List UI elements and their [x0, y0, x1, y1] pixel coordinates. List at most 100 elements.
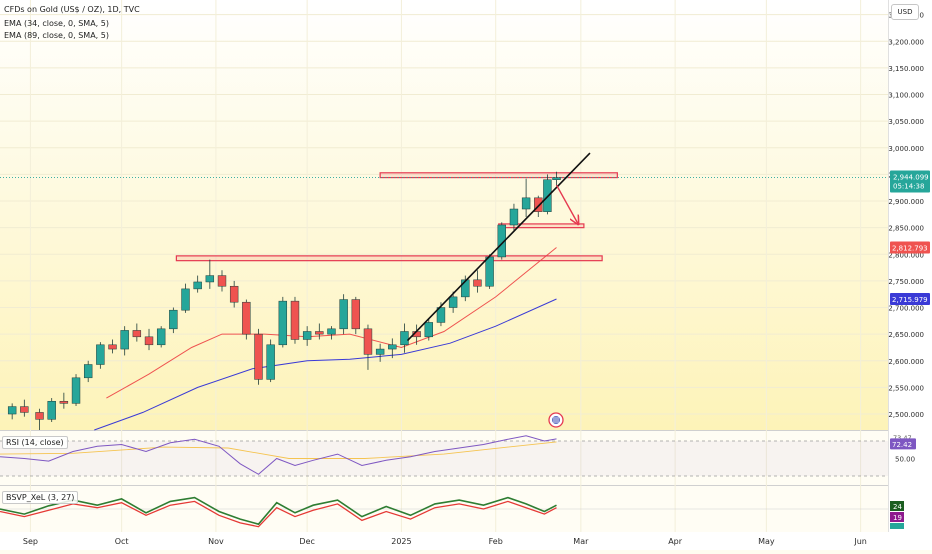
- last-price-badge-bg: [890, 170, 930, 193]
- time-tick-label: May: [758, 537, 775, 546]
- trendline[interactable]: [406, 152, 591, 342]
- candle-body: [96, 344, 105, 365]
- resistance-zone[interactable]: [379, 172, 618, 179]
- ema89-price-label: 2,715.979: [892, 296, 928, 304]
- countdown-label: 05:14:38: [893, 183, 924, 191]
- candles: [7, 171, 561, 430]
- arrow-down[interactable]: [555, 184, 578, 223]
- candle-body: [132, 330, 142, 338]
- candle-body: [242, 301, 251, 335]
- time-tick-label: Oct: [115, 537, 129, 546]
- rsi-band: [0, 441, 888, 476]
- price-tick-label: 2,550.000: [888, 384, 924, 392]
- time-tick-label: Apr: [668, 537, 683, 546]
- candle-body: [181, 288, 190, 311]
- time-tick-label: Jun: [853, 537, 867, 546]
- candle-body: [485, 256, 494, 287]
- candle-body: [169, 309, 178, 330]
- ema89-price-label-bg: [890, 293, 930, 306]
- price-tick-label: 2,650.000: [888, 331, 924, 339]
- bsvp-bottom-value: 19: [893, 514, 902, 522]
- price-tick-label: 2,900.000: [888, 198, 924, 206]
- bsvp-green-line: [0, 496, 557, 526]
- candle-body: [351, 299, 361, 330]
- candle-body: [205, 275, 215, 283]
- rsi-top-label: 73.47: [893, 434, 912, 442]
- rsi-legend[interactable]: RSI (14, close): [2, 436, 68, 449]
- candle-body: [20, 406, 29, 413]
- candle-body: [388, 344, 397, 350]
- bsvp-plot: [0, 496, 888, 528]
- bsvp-bottom-badge-bg: [890, 512, 904, 522]
- candle-body: [35, 412, 44, 420]
- resistance-zone[interactable]: [175, 255, 603, 262]
- candle-body: [254, 333, 263, 380]
- price-tick-label: 3,050.000: [888, 118, 924, 126]
- candle-body: [375, 348, 385, 355]
- candle-body: [552, 177, 561, 180]
- rsi-ma-line: [0, 441, 557, 459]
- price-tick-label: 2,700.000: [888, 305, 924, 313]
- candle-body: [59, 400, 69, 404]
- candle-body: [509, 208, 519, 226]
- ema34-legend[interactable]: EMA (34, close, 0, SMA, 5): [4, 19, 109, 28]
- rsi-value-label: 72.42: [892, 441, 912, 449]
- bsvp-legend[interactable]: BSVP_XeL (3, 27): [2, 491, 79, 504]
- candle-body: [363, 328, 373, 355]
- candle-body: [461, 279, 470, 298]
- time-tick-label: Nov: [208, 537, 224, 546]
- ema89-legend[interactable]: EMA (89, close, 0, SMA, 5): [4, 31, 109, 40]
- currency-button[interactable]: USD: [891, 4, 919, 20]
- time-tick-label: Sep: [23, 537, 38, 546]
- price-tick-label: 2,600.000: [888, 358, 924, 366]
- price-tick-label: 3,150.000: [888, 65, 924, 73]
- candle-body: [217, 275, 227, 287]
- main-pane-background: [0, 0, 888, 430]
- candle-body: [7, 406, 17, 415]
- last-price-label: 2,944.099: [893, 174, 929, 182]
- time-axis[interactable]: Sep Oct Nov Dec 2025 Feb Mar Apr May Jun: [23, 537, 867, 546]
- price-tick-label: 3,200.000: [888, 38, 924, 46]
- price-axis-background: [888, 0, 932, 532]
- candle-body: [534, 197, 543, 212]
- price-axis[interactable]: 2,500.000 2,550.000 2,600.000 2,650.000 2,70…: [888, 12, 924, 419]
- candle-body: [266, 344, 275, 380]
- candle-body: [400, 331, 409, 346]
- bsvp-top-value: 24: [893, 503, 902, 511]
- bsvp-red-line: [0, 500, 557, 528]
- candle-body: [290, 300, 300, 340]
- candle-body: [315, 331, 324, 335]
- candle-body: [108, 344, 117, 350]
- time-axis-background: [0, 532, 932, 550]
- ema34-price-label-bg: [890, 241, 930, 254]
- price-tick-label: 2,750.000: [888, 278, 924, 286]
- candle-body: [144, 336, 154, 346]
- candle-body: [436, 307, 446, 323]
- time-tick-label: Dec: [299, 537, 314, 546]
- candle-body: [71, 377, 81, 404]
- candle-body: [521, 197, 531, 210]
- price-tick-label: 2,850.000: [888, 225, 924, 233]
- candle-body: [156, 328, 166, 346]
- candle-body: [83, 364, 93, 379]
- time-tick-label: Feb: [489, 537, 503, 546]
- price-tick-label: 2,800.000: [888, 251, 924, 259]
- candle-body: [120, 330, 129, 350]
- candle-body: [497, 224, 506, 258]
- candle-body: [424, 322, 433, 338]
- bsvp-top-badge-bg: [890, 501, 904, 511]
- event-icon-flag: [553, 417, 559, 423]
- rsi-value-label-bg: [890, 438, 916, 450]
- drawings[interactable]: [406, 152, 591, 342]
- ema89-line: [94, 298, 557, 431]
- candle-body: [193, 281, 202, 290]
- bsvp-extra-badge: [890, 523, 904, 529]
- event-icon[interactable]: [548, 412, 564, 428]
- rsi-line: [0, 435, 557, 475]
- time-tick-label: 2025: [391, 537, 411, 546]
- symbol-title[interactable]: CFDs on Gold (US$ / OZ), 1D, TVC: [4, 5, 140, 14]
- rsi-mid-label: 50.00: [895, 456, 915, 464]
